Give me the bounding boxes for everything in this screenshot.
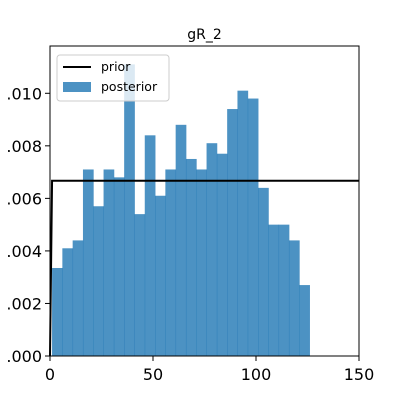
histogram-bar (113, 177, 125, 356)
histogram-bar (124, 64, 135, 356)
histogram-bar (72, 240, 84, 356)
prior-line (49, 179, 359, 357)
prior-line-group (49, 179, 359, 357)
histogram-bar (62, 248, 74, 356)
x-tick-label: 100 (241, 365, 272, 384)
histogram-bar (216, 153, 228, 356)
histogram-bar (206, 143, 218, 356)
y-tick-label: .000 (6, 347, 42, 366)
legend: prior posterior (56, 54, 170, 102)
histogram-bar (155, 195, 166, 356)
legend-posterior-swatch (63, 82, 91, 92)
histogram-bar (103, 169, 115, 356)
histogram-bar (299, 285, 310, 356)
y-tick-label: .004 (6, 242, 42, 261)
legend-posterior-label: posterior (101, 79, 158, 94)
histogram-bar (237, 90, 249, 357)
histogram-bar (134, 214, 146, 356)
chart-title: gR_2 (187, 27, 222, 43)
x-tick-label: 150 (344, 365, 375, 384)
y-tick-label: .008 (6, 137, 42, 156)
y-tick-label: .006 (6, 189, 42, 208)
x-tick-label: 50 (143, 365, 163, 384)
histogram-bar (185, 158, 197, 356)
x-tick-label: 0 (45, 365, 55, 384)
axes-frame (49, 45, 360, 357)
histogram-bar (93, 206, 104, 356)
histogram-bar (227, 109, 238, 357)
histogram-bar (247, 98, 259, 357)
histogram-bar (278, 224, 290, 356)
histogram-bars (52, 64, 310, 357)
histogram-bar (82, 169, 94, 356)
histogram-bar (175, 124, 187, 356)
axes (49, 45, 360, 357)
histogram-bar (144, 135, 156, 356)
histogram-bar (165, 169, 177, 356)
histogram-bar (268, 224, 280, 356)
histogram-bar (52, 267, 63, 356)
histogram-bar (258, 187, 269, 356)
y-tick-label: .002 (6, 294, 42, 313)
histogram-bar (288, 240, 300, 356)
legend-prior-label: prior (101, 59, 131, 74)
y-tick-label: .010 (6, 84, 42, 103)
ticks: 0 50 100 150 .000 .002 .004 .006 .008 .010 (6, 84, 374, 384)
histogram-bar (196, 169, 207, 356)
